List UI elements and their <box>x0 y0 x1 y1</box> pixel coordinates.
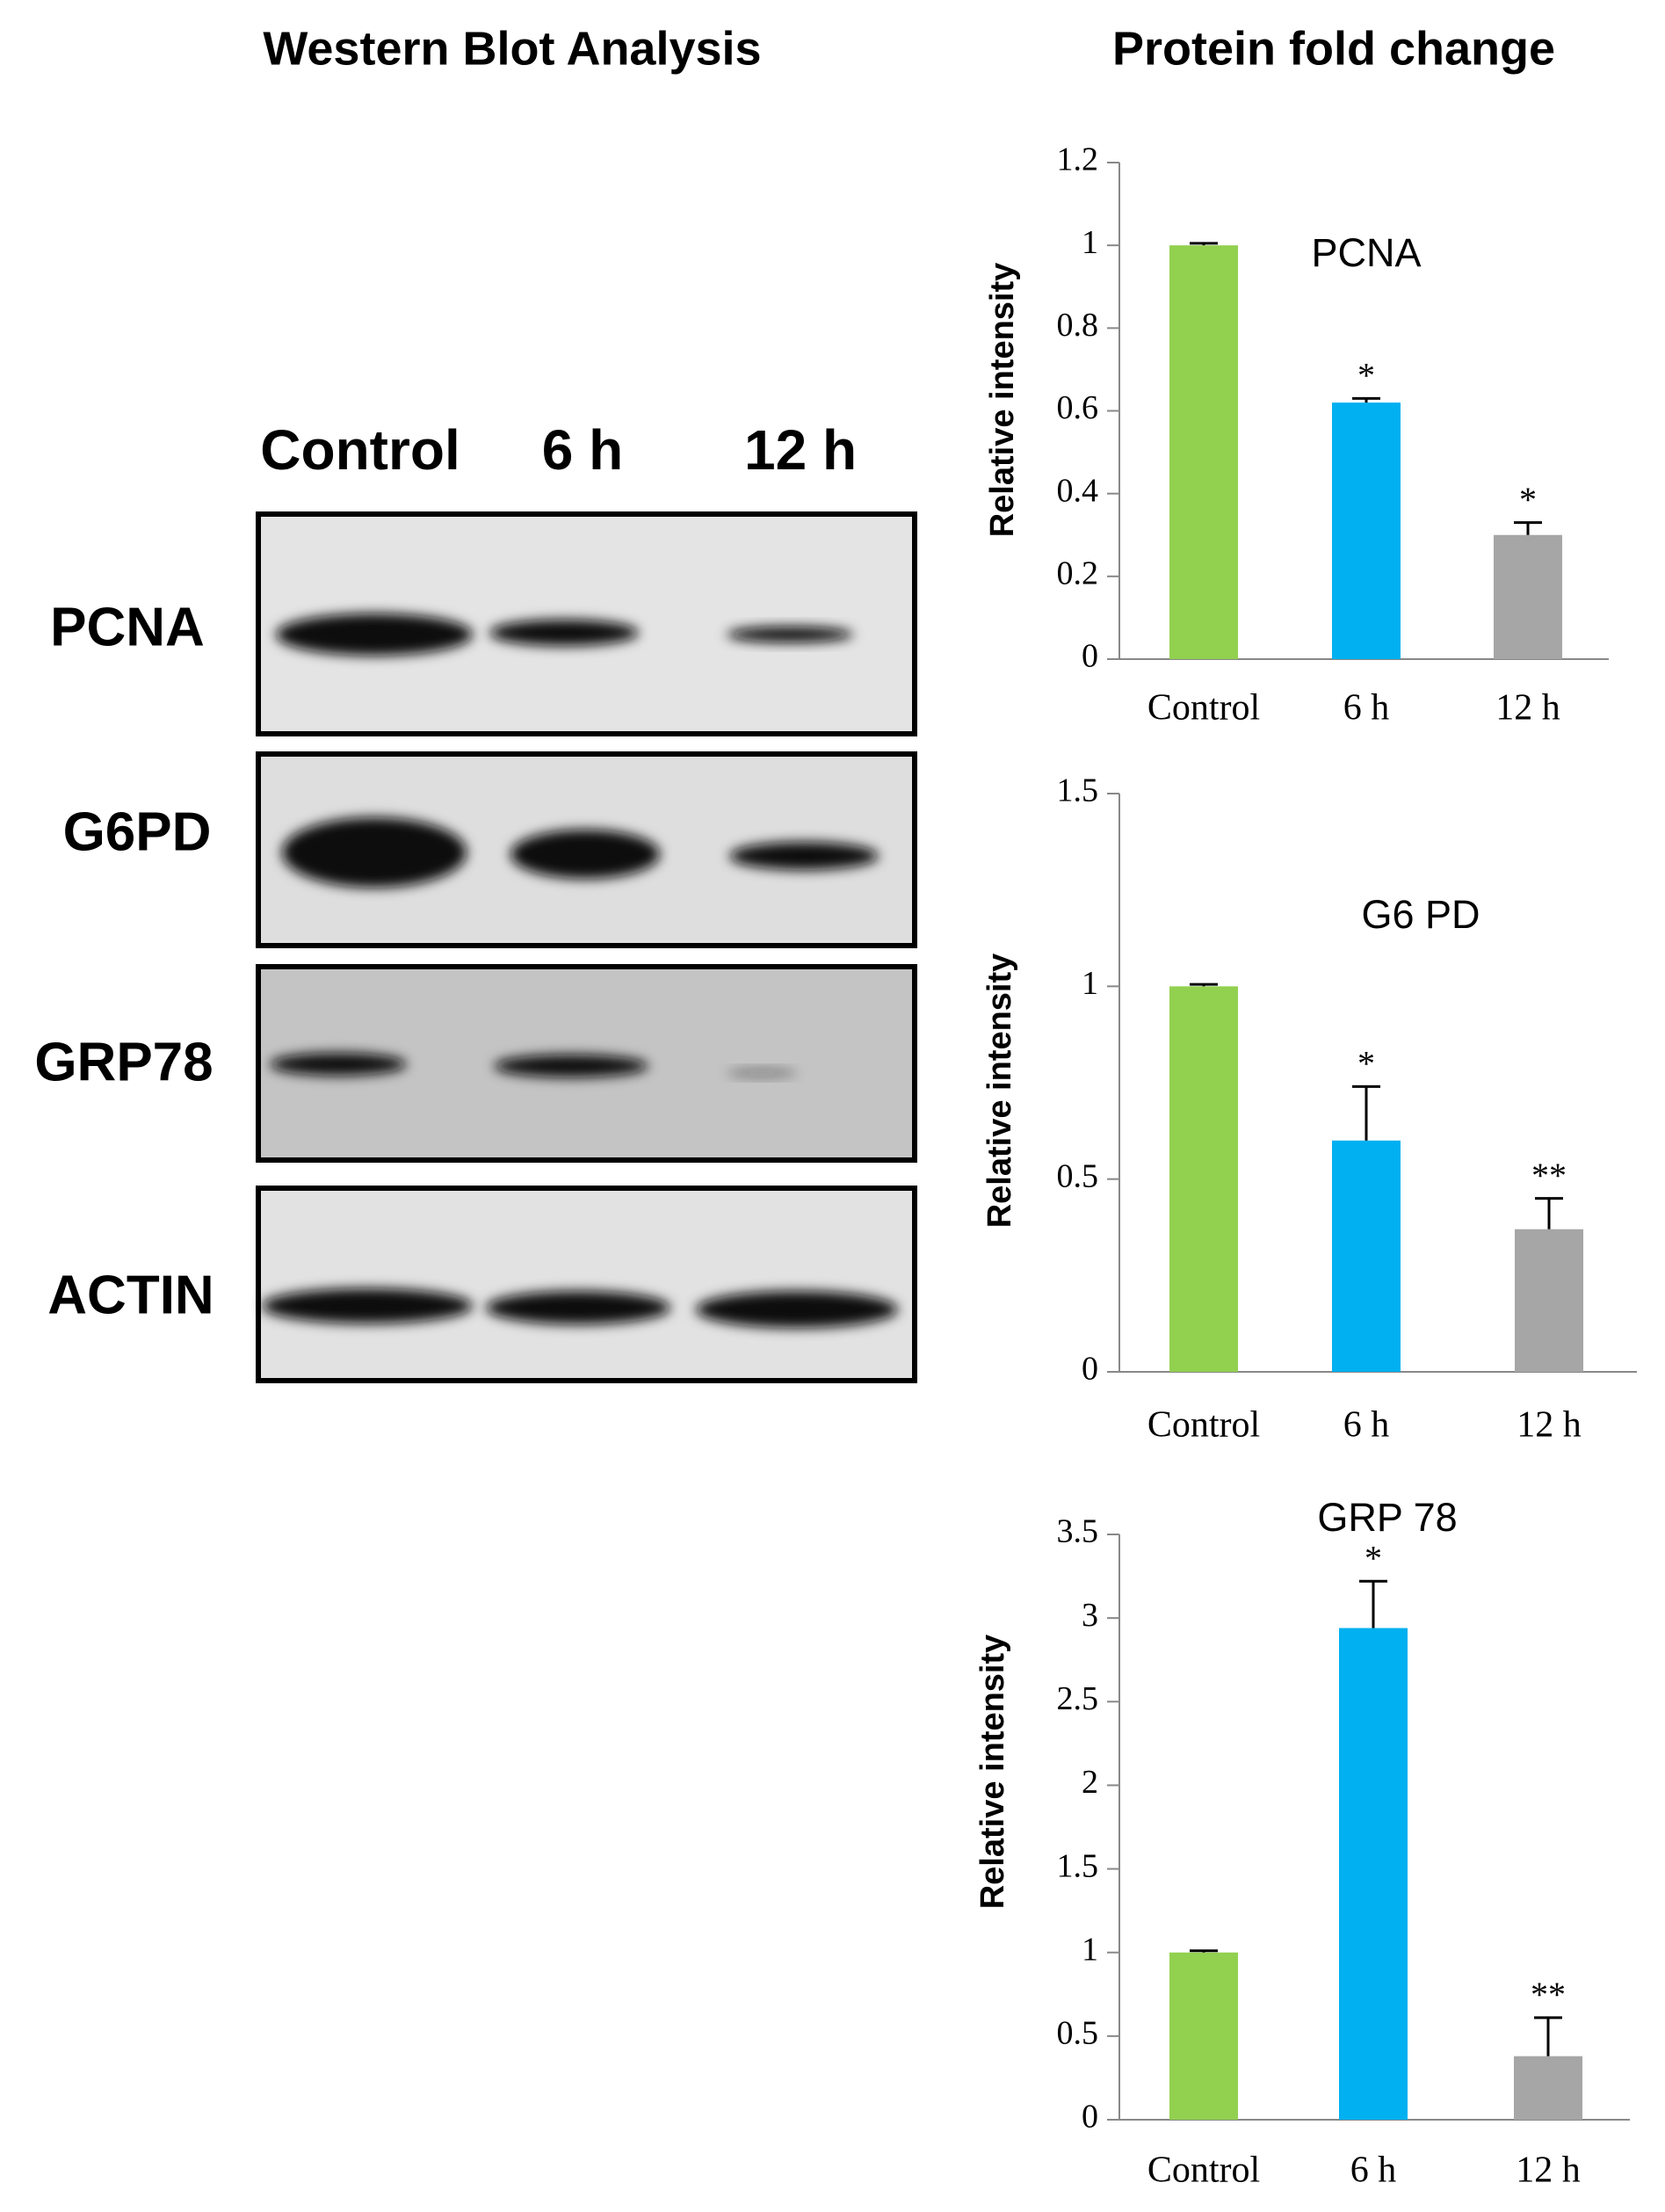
protein-label: PCNA <box>50 597 205 657</box>
significance-mark: * <box>1357 356 1375 395</box>
blot-panel <box>256 964 917 1163</box>
error-bar <box>1514 521 1542 535</box>
protein-label: ACTIN <box>47 1265 214 1325</box>
lane-label: 12 h <box>744 418 857 482</box>
error-bar <box>1352 396 1380 403</box>
y-tick-label: 3.5 <box>1057 1513 1099 1550</box>
bar <box>1514 2056 1582 2120</box>
error-bar <box>1190 242 1218 246</box>
bar <box>1169 1952 1238 2120</box>
chart-title: PCNA <box>1311 230 1421 275</box>
y-tick-label: 1 <box>1082 1931 1098 1968</box>
bar <box>1169 245 1238 659</box>
lane-label: 6 h <box>542 418 623 482</box>
x-tick-label: 6 h <box>1350 2150 1397 2191</box>
y-tick-label: 0.8 <box>1057 307 1099 344</box>
y-tick-label: 1.5 <box>1057 772 1099 809</box>
protein-label: GRP78 <box>34 1032 213 1092</box>
significance-mark: * <box>1357 1044 1375 1084</box>
significance-mark: * <box>1519 480 1537 519</box>
x-tick-label: 12 h <box>1517 1405 1582 1446</box>
lane-label: Control <box>260 418 460 482</box>
blot-panel <box>256 1186 917 1383</box>
bar <box>1494 534 1562 659</box>
y-axis-label: Relative intensity <box>984 263 1021 538</box>
charts-title: Protein fold change <box>1112 22 1555 75</box>
bar <box>1332 403 1401 659</box>
y-tick-label: 2 <box>1082 1764 1098 1801</box>
blot-panel <box>256 751 917 948</box>
y-tick-label: 2.5 <box>1057 1680 1099 1717</box>
y-axis-label: Relative intensity <box>981 954 1018 1229</box>
y-tick-label: 0 <box>1082 1351 1098 1388</box>
y-tick-label: 1 <box>1082 224 1098 261</box>
error-bar <box>1359 1579 1387 1628</box>
blot-title: Western Blot Analysis <box>263 22 761 75</box>
y-tick-label: 0.4 <box>1057 472 1099 509</box>
error-bar <box>1534 2016 1562 2056</box>
x-tick-label: 12 h <box>1495 688 1560 729</box>
y-tick-label: 0.2 <box>1057 555 1099 592</box>
y-tick-label: 0 <box>1082 638 1098 675</box>
x-tick-label: 6 h <box>1343 688 1390 729</box>
bar <box>1339 1628 1408 2120</box>
significance-mark: ** <box>1531 1975 1566 2014</box>
x-tick-label: Control <box>1147 688 1260 729</box>
error-bar <box>1190 983 1218 987</box>
protein-label: G6PD <box>63 801 212 862</box>
bar <box>1515 1229 1583 1372</box>
y-tick-label: 0 <box>1082 2099 1098 2136</box>
y-tick-label: 1 <box>1082 965 1098 1002</box>
y-tick-label: 3 <box>1082 1597 1098 1634</box>
blot-panel <box>256 511 917 736</box>
x-tick-label: 12 h <box>1516 2150 1581 2191</box>
chart-title: G6 PD <box>1361 892 1480 937</box>
y-axis-label: Relative intensity <box>974 1635 1011 1910</box>
significance-mark: * <box>1365 1538 1382 1577</box>
y-tick-label: 1.5 <box>1057 1847 1099 1884</box>
chart-title: GRP 78 <box>1317 1495 1457 1540</box>
significance-mark: ** <box>1531 1156 1567 1195</box>
x-tick-label: Control <box>1147 1405 1260 1446</box>
y-tick-label: 1.2 <box>1057 141 1099 178</box>
bar <box>1332 1140 1401 1372</box>
error-bar <box>1352 1084 1380 1141</box>
error-bar <box>1190 1949 1218 1953</box>
error-bar <box>1535 1197 1563 1229</box>
y-tick-label: 0.5 <box>1057 2015 1099 2052</box>
y-tick-label: 0.5 <box>1057 1157 1099 1194</box>
x-tick-label: Control <box>1147 2150 1260 2191</box>
y-tick-label: 0.6 <box>1057 389 1099 426</box>
bar <box>1169 986 1238 1372</box>
x-tick-label: 6 h <box>1343 1405 1390 1446</box>
